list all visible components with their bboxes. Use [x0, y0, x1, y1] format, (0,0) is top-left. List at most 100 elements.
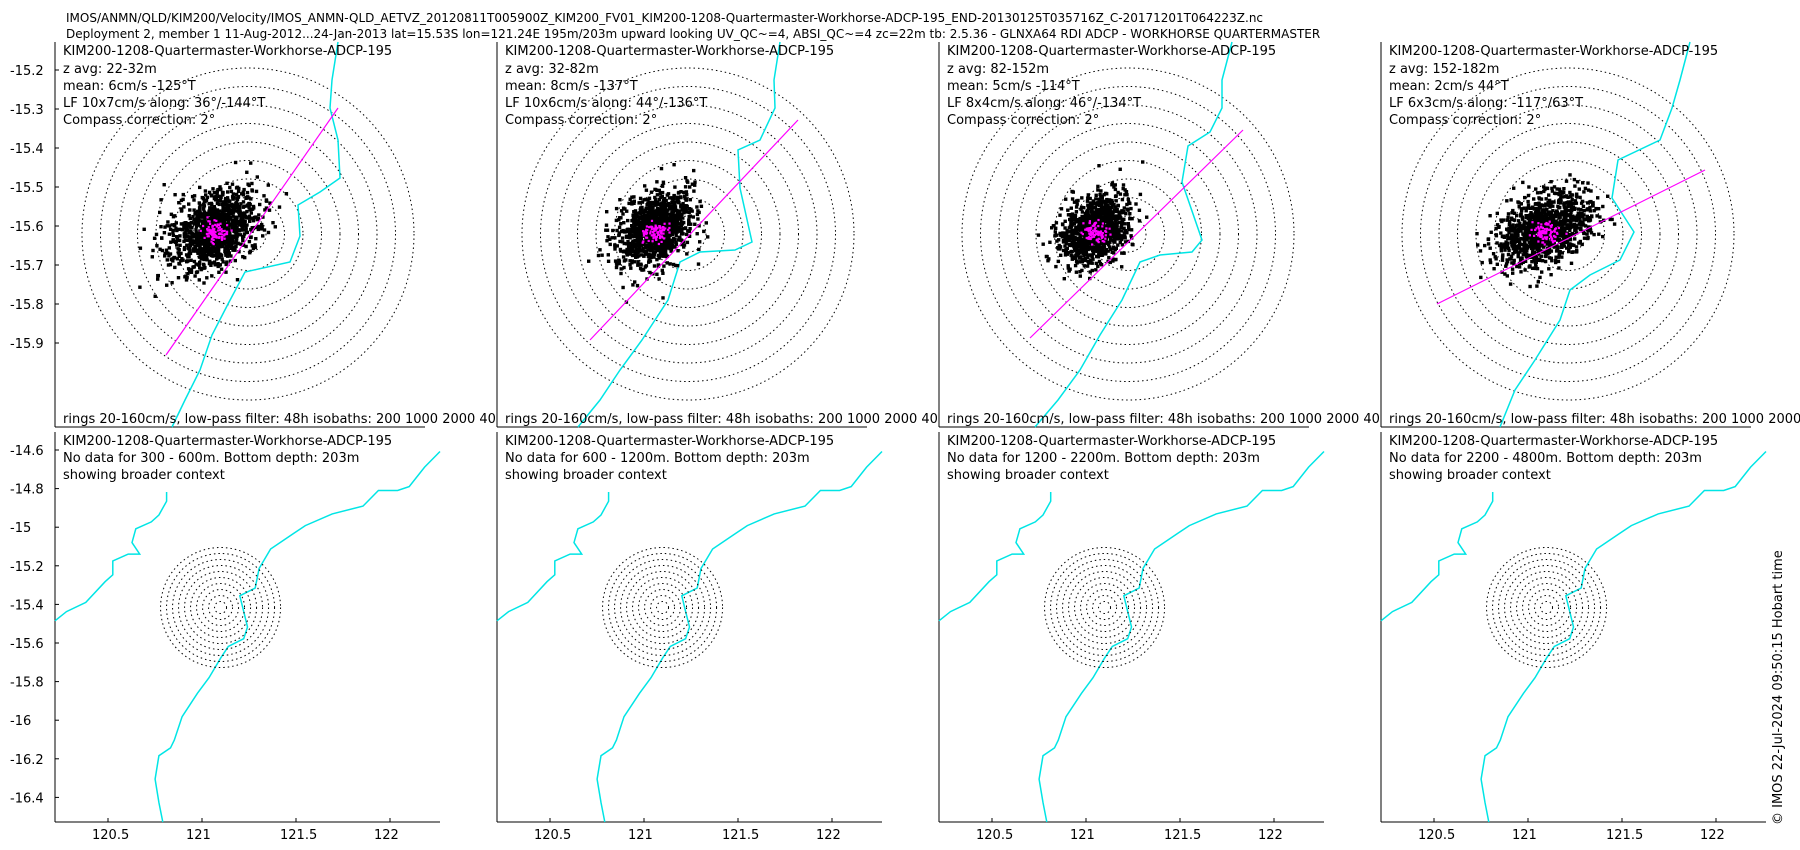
y-tick-label: -15.7 — [10, 259, 44, 274]
panel-annotation: z avg: 152-182m — [1389, 62, 1499, 77]
panel-annotation: No data for 600 - 1200m. Bottom depth: 2… — [505, 451, 810, 466]
panel-annotation: showing broader context — [1389, 468, 1551, 483]
y-tick-label: -15 — [10, 521, 31, 536]
speed-ring — [1056, 559, 1154, 656]
y-tick-label: -16.2 — [10, 753, 44, 768]
y-tick-label: -14.8 — [10, 483, 44, 498]
speed-ring — [626, 571, 700, 644]
x-tick-label: 121.5 — [280, 828, 317, 843]
speed-ring — [595, 141, 781, 327]
panel-title: KIM200-1208-Quartermaster-Workhorse-ADCP… — [1389, 434, 1718, 449]
x-tick-label: 120.5 — [976, 828, 1013, 843]
y-tick-label: -15.4 — [10, 598, 44, 613]
speed-ring — [1510, 571, 1584, 644]
speed-ring — [1050, 553, 1160, 662]
speed-ring — [229, 215, 267, 253]
panel-annotation: mean: 6cm/s -125°T — [63, 79, 196, 94]
speed-ring — [521, 67, 855, 401]
x-tick-label: 122 — [816, 828, 841, 843]
x-tick-label: 120.5 — [92, 828, 129, 843]
panel-annotation: LF 6x3cm/s along: -117°/63°T — [1389, 96, 1583, 111]
speed-ring — [1054, 160, 1202, 308]
speed-ring — [614, 559, 712, 656]
x-tick-label: 122 — [1700, 828, 1725, 843]
panel-title: KIM200-1208-Quartermaster-Workhorse-ADCP… — [63, 44, 392, 59]
x-tick-label: 121 — [1070, 828, 1095, 843]
isobath-line — [1480, 450, 1767, 823]
rings-footer: rings 20-160cm/s, low-pass filter: 48h i… — [1389, 412, 1800, 427]
y-tick-label: -16.4 — [10, 791, 44, 806]
y-tick-label: -15.8 — [10, 676, 44, 691]
y-tick-label: -15.3 — [10, 103, 44, 118]
context-panel-3: 120.5 121 121.5 122 KIM200-1208-Quartermaste… — [938, 432, 1325, 843]
panel-annotation: Compass correction: 2° — [63, 113, 215, 128]
speed-ring — [1044, 547, 1166, 668]
speed-ring — [118, 104, 378, 364]
lowpass-points — [641, 219, 671, 246]
speed-ring — [644, 589, 682, 626]
x-tick-label: 121.5 — [1606, 828, 1643, 843]
coastline — [1380, 492, 1494, 622]
x-tick-label: 120.5 — [1418, 828, 1455, 843]
speed-ring — [137, 123, 359, 345]
speed-ring — [81, 67, 415, 401]
speed-ring — [1109, 215, 1147, 253]
x-tick-label: 122 — [374, 828, 399, 843]
panel-annotation: No data for 2200 - 4800m. Bottom depth: … — [1389, 451, 1702, 466]
panel-annotation: z avg: 32-82m — [505, 62, 599, 77]
speed-ring — [1438, 104, 1698, 364]
x-tick-label: 121 — [186, 828, 211, 843]
panel-title: KIM200-1208-Quartermaster-Workhorse-ADCP… — [947, 434, 1276, 449]
panel-annotation: No data for 1200 - 2200m. Bottom depth: … — [947, 451, 1260, 466]
scatter-panel-3: KIM200-1208-Quartermaster-Workhorse-ADCP… — [938, 41, 1380, 428]
panel-annotation: z avg: 22-32m — [63, 62, 157, 77]
panel-annotation: mean: 2cm/s 44°T — [1389, 79, 1509, 94]
speed-ring — [1486, 547, 1608, 668]
lowpass-points — [1080, 218, 1112, 246]
speed-ring — [192, 178, 304, 290]
panel-annotation: LF 8x4cm/s along: 46°/-134°T — [947, 96, 1141, 111]
credit-text: © IMOS 22-Jul-2024 09:50:15 Hobart time — [1771, 550, 1786, 825]
y-tick-label: -16 — [10, 714, 31, 729]
lf-axis-line — [165, 107, 339, 356]
speed-ring — [540, 86, 836, 382]
panel-annotation: Compass correction: 2° — [1389, 113, 1541, 128]
speed-ring — [160, 547, 282, 668]
x-tick-label: 120.5 — [534, 828, 571, 843]
panel-title: KIM200-1208-Quartermaster-Workhorse-ADCP… — [505, 44, 834, 59]
speed-ring — [1492, 553, 1602, 662]
speed-ring — [1080, 583, 1130, 632]
isobath-line — [1499, 41, 1691, 428]
speed-ring — [1534, 595, 1560, 620]
speed-ring — [638, 583, 688, 632]
speed-ring — [100, 86, 396, 382]
lf-axis-line — [1436, 169, 1706, 305]
speed-ring — [178, 565, 264, 650]
speed-ring — [651, 197, 725, 271]
y-tick-label: -15.9 — [10, 337, 44, 352]
lowpass-points — [199, 216, 233, 246]
lf-axis-line — [589, 119, 799, 341]
y-tick-label: -15.2 — [10, 64, 44, 79]
file-path-line: IMOS/ANMN/QLD/KIM200/Velocity/IMOS_ANMN-… — [66, 11, 1264, 25]
speed-ring — [1035, 141, 1221, 327]
y-tick-label: -14.6 — [10, 444, 44, 459]
isobath-line — [596, 450, 883, 823]
speed-ring — [214, 601, 228, 614]
speed-ring — [1420, 86, 1716, 382]
coastline — [496, 492, 610, 622]
y-tick-label: -15.2 — [10, 560, 44, 575]
speed-ring — [166, 553, 276, 662]
speed-ring — [669, 215, 707, 253]
panel-title: KIM200-1208-Quartermaster-Workhorse-ADCP… — [1389, 44, 1718, 59]
y-tick-label: -15.6 — [10, 220, 44, 235]
deployment-info-line: Deployment 2, member 1 11-Aug-2012...24-… — [66, 27, 1321, 41]
panel-annotation: LF 10x7cm/s along: 36°/-144°T — [63, 96, 265, 111]
speed-ring — [577, 123, 799, 345]
speed-ring — [1062, 565, 1148, 650]
panel-annotation: LF 10x6cm/s along: 44°/-136°T — [505, 96, 707, 111]
speed-ring — [614, 160, 762, 308]
speed-ring — [196, 583, 246, 632]
speed-ring — [980, 86, 1276, 382]
